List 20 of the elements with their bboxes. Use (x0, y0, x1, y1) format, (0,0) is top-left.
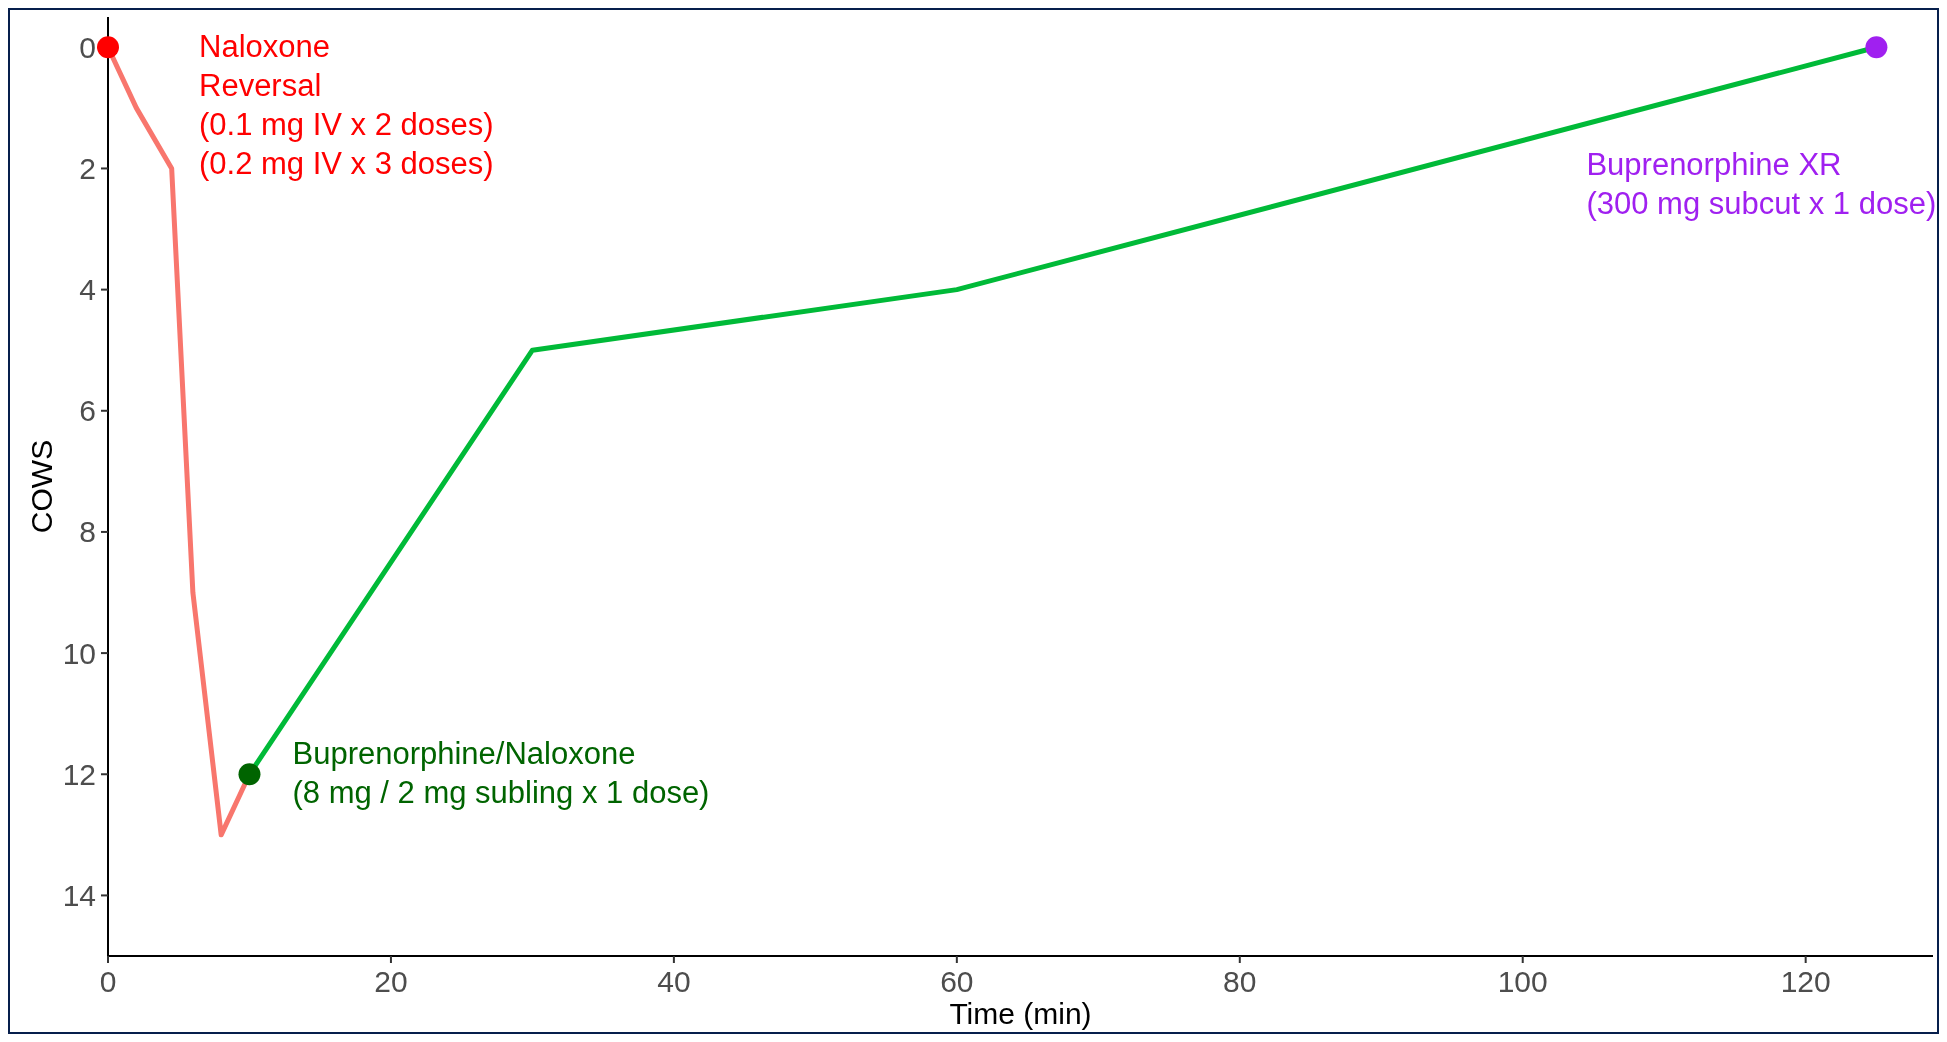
x-tick-label: 60 (940, 965, 974, 998)
x-tick-label: 40 (657, 965, 691, 998)
annotation: Buprenorphine/Naloxone (8 mg / 2 mg subling x 1 dose) (292, 736, 710, 811)
x-tick-label: 80 (1223, 965, 1257, 998)
y-tick-label: 6 (79, 394, 96, 428)
y-tick-label: 2 (79, 151, 96, 185)
x-tick-label: 20 (374, 965, 408, 998)
y-tick-label: 12 (62, 757, 96, 791)
y-tick-label: 14 (62, 878, 96, 912)
x-tick-label: 0 (99, 965, 117, 998)
x-axis-title: Time (min) (949, 997, 1092, 1030)
y-axis-title: COWS (25, 439, 58, 534)
y-tick-label: 4 (79, 273, 96, 307)
annotation: Buprenorphine XR (300 mg subcut x 1 dose) (1586, 147, 1937, 222)
x-tick-label: 120 (1780, 965, 1831, 998)
y-tick-label: 8 (79, 515, 96, 549)
x-tick-label: 100 (1497, 965, 1548, 998)
annotation: Naloxone Reversal (0.1 mg IV x 2 doses) (0.2 mg IV x 3 doses) (199, 29, 494, 182)
y-tick-label: 0 (79, 30, 96, 64)
y-tick-label: 10 (62, 636, 96, 670)
